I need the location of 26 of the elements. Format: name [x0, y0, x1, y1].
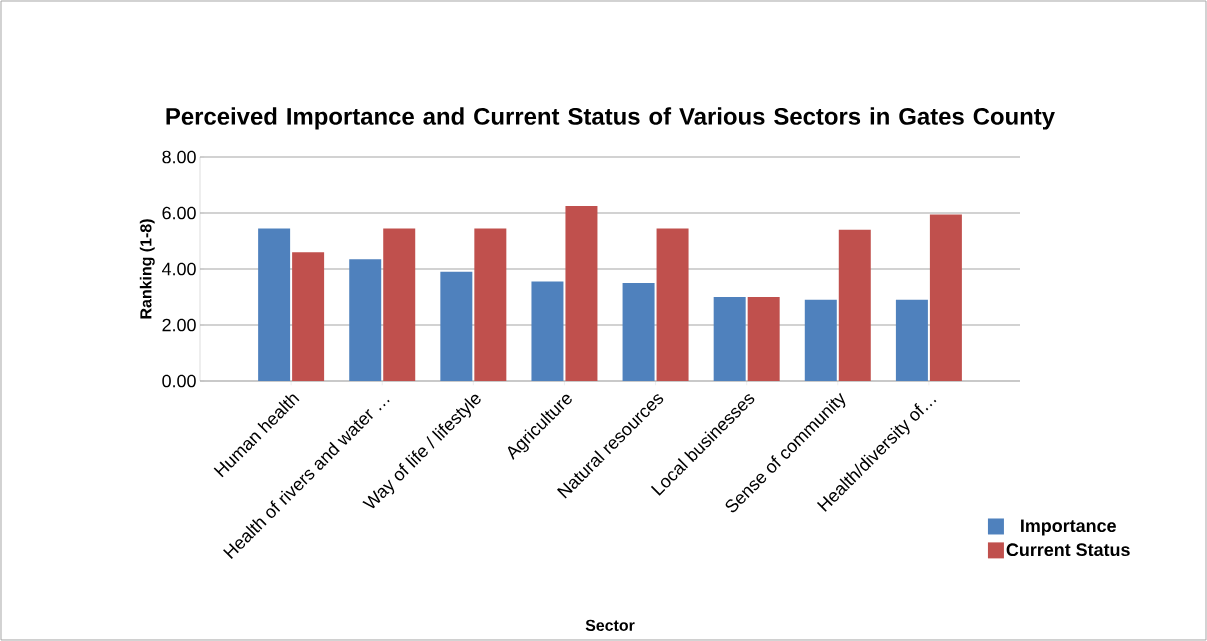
y-tick-label: 4.00 — [161, 262, 196, 276]
bar — [531, 281, 564, 381]
x-axis-title: Sector — [585, 619, 635, 631]
bar — [895, 299, 928, 381]
y-tick-label: 8.00 — [162, 150, 196, 164]
bar — [440, 271, 473, 381]
bar — [656, 228, 689, 381]
legend-label: Current Status — [1006, 543, 1130, 557]
bar — [838, 229, 871, 381]
bar — [713, 296, 746, 381]
y-axis-title: Ranking (1-8) — [139, 219, 155, 319]
y-tick-label: 6.00 — [162, 206, 196, 220]
bar — [383, 228, 416, 381]
bar — [929, 214, 962, 381]
y-tick-label: 0.00 — [162, 374, 196, 388]
legend-label: Importance — [1021, 519, 1116, 536]
bar — [258, 228, 291, 381]
bar — [747, 296, 780, 381]
bar — [292, 252, 325, 381]
bar — [349, 259, 382, 381]
y-tick-label: 2.00 — [162, 318, 196, 332]
bar — [804, 299, 837, 381]
bar — [474, 228, 507, 381]
bar — [622, 282, 655, 381]
chart-title: Perceived Importance and Current Status of Various Sectors in Gates County — [166, 107, 1055, 130]
bar — [565, 205, 598, 381]
